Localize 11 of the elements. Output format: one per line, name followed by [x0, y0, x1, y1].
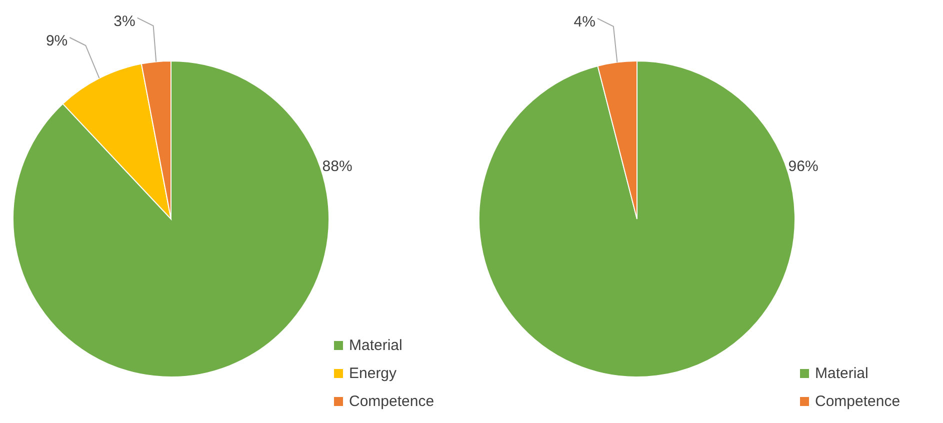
legend-label: Competence — [349, 392, 434, 410]
data-label: 4% — [574, 13, 596, 30]
legend-label: Material — [349, 336, 402, 354]
data-label: 96% — [788, 158, 818, 175]
legend-label: Material — [815, 364, 868, 382]
data-label: 3% — [114, 12, 136, 30]
pie-slice — [62, 63, 172, 220]
legend-label: Energy — [349, 364, 397, 382]
legend-label: Competence — [815, 392, 900, 410]
data-label: 9% — [46, 32, 68, 50]
data-label: 88% — [322, 158, 352, 175]
